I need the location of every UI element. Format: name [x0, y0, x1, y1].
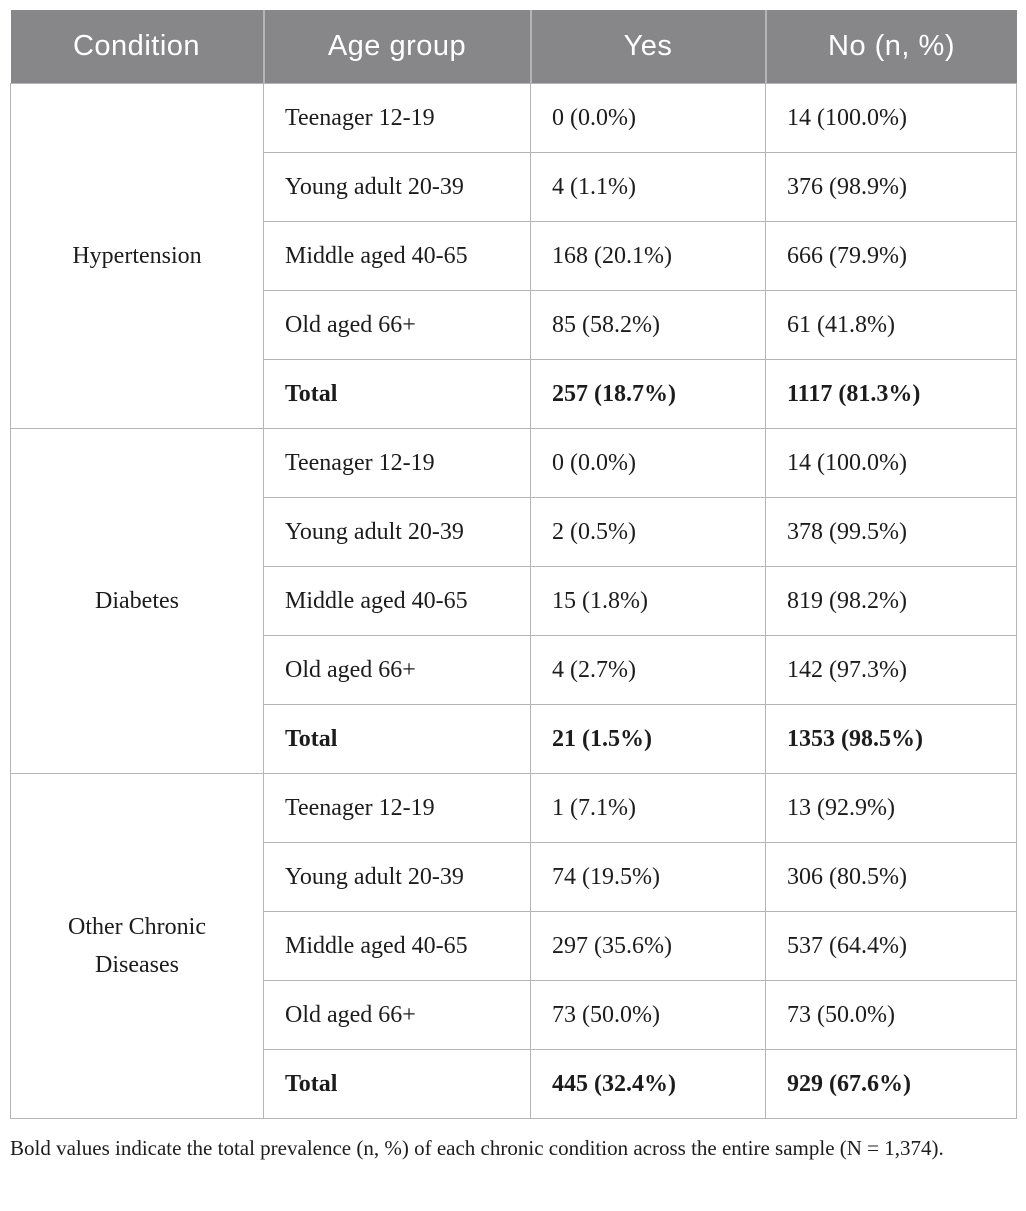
total-row: Total 21 (1.5%) 1353 (98.5%) [11, 704, 1017, 774]
condition-cell-other-chronic: Other Chronic Diseases [10, 773, 264, 1119]
yes-cell: 257 (18.7%) [530, 359, 766, 429]
age-group-cell: Old aged 66+ [263, 635, 531, 705]
age-group-cell: Old aged 66+ [263, 290, 531, 360]
age-group-cell: Teenager 12-19 [263, 428, 531, 498]
header-yes: Yes [529, 10, 766, 84]
no-cell: 14 (100.0%) [765, 83, 1017, 153]
yes-cell: 0 (0.0%) [530, 428, 766, 498]
table-row: Middle aged 40-65 168 (20.1%) 666 (79.9%… [11, 221, 1017, 291]
age-group-cell: Young adult 20-39 [263, 497, 531, 567]
age-group-cell: Total [263, 359, 531, 429]
no-cell: 929 (67.6%) [765, 1049, 1017, 1119]
yes-cell: 73 (50.0%) [530, 980, 766, 1050]
no-cell: 1117 (81.3%) [765, 359, 1017, 429]
table-row: Old aged 66+ 73 (50.0%) 73 (50.0%) [11, 980, 1017, 1050]
age-group-cell: Young adult 20-39 [263, 152, 531, 222]
age-group-cell: Young adult 20-39 [263, 842, 531, 912]
no-cell: 666 (79.9%) [765, 221, 1017, 291]
yes-cell: 85 (58.2%) [530, 290, 766, 360]
table-row: Middle aged 40-65 15 (1.8%) 819 (98.2%) [11, 566, 1017, 636]
table-row: Hypertension Teenager 12-19 0 (0.0%) 14 … [10, 83, 1017, 429]
total-row: Total 445 (32.4%) 929 (67.6%) [11, 1049, 1017, 1119]
yes-cell: 0 (0.0%) [530, 83, 766, 153]
table-row: Middle aged 40-65 297 (35.6%) 537 (64.4%… [11, 911, 1017, 981]
prevalence-table: Condition Age group Yes No (n, %) Hypert… [10, 10, 1017, 1119]
yes-cell: 2 (0.5%) [530, 497, 766, 567]
age-group-cell: Total [263, 704, 531, 774]
header-row: Condition Age group Yes No (n, %) [10, 10, 1017, 84]
age-group-cell: Teenager 12-19 [263, 773, 531, 843]
age-group-cell: Middle aged 40-65 [263, 566, 531, 636]
table-row: Young adult 20-39 74 (19.5%) 306 (80.5%) [11, 842, 1017, 912]
header-age-group: Age group [262, 10, 531, 84]
no-cell: 1353 (98.5%) [765, 704, 1017, 774]
header-no: No (n, %) [764, 10, 1017, 84]
age-group-cell: Middle aged 40-65 [263, 221, 531, 291]
no-cell: 142 (97.3%) [765, 635, 1017, 705]
yes-cell: 1 (7.1%) [530, 773, 766, 843]
yes-cell: 74 (19.5%) [530, 842, 766, 912]
no-cell: 61 (41.8%) [765, 290, 1017, 360]
yes-cell: 168 (20.1%) [530, 221, 766, 291]
yes-cell: 4 (1.1%) [530, 152, 766, 222]
table-row: Old aged 66+ 85 (58.2%) 61 (41.8%) [11, 290, 1017, 360]
age-group-cell: Old aged 66+ [263, 980, 531, 1050]
header-condition: Condition [10, 10, 264, 84]
no-cell: 537 (64.4%) [765, 911, 1017, 981]
age-group-cell: Teenager 12-19 [263, 83, 531, 153]
age-group-cell: Total [263, 1049, 531, 1119]
table-footnote: Bold values indicate the total prevalenc… [10, 1136, 944, 1160]
yes-cell: 445 (32.4%) [530, 1049, 766, 1119]
condition-cell-hypertension: Hypertension [10, 83, 264, 429]
no-cell: 13 (92.9%) [765, 773, 1017, 843]
no-cell: 378 (99.5%) [765, 497, 1017, 567]
no-cell: 376 (98.9%) [765, 152, 1017, 222]
total-row: Total 257 (18.7%) 1117 (81.3%) [11, 359, 1017, 429]
no-cell: 306 (80.5%) [765, 842, 1017, 912]
table-row: Young adult 20-39 4 (1.1%) 376 (98.9%) [11, 152, 1017, 222]
table-row: Old aged 66+ 4 (2.7%) 142 (97.3%) [11, 635, 1017, 705]
age-group-cell: Middle aged 40-65 [263, 911, 531, 981]
condition-cell-diabetes: Diabetes [10, 428, 264, 774]
no-cell: 819 (98.2%) [765, 566, 1017, 636]
no-cell: 14 (100.0%) [765, 428, 1017, 498]
no-cell: 73 (50.0%) [765, 980, 1017, 1050]
yes-cell: 297 (35.6%) [530, 911, 766, 981]
table-row: Other Chronic Diseases Teenager 12-19 1 … [10, 773, 1017, 1119]
yes-cell: 15 (1.8%) [530, 566, 766, 636]
yes-cell: 4 (2.7%) [530, 635, 766, 705]
yes-cell: 21 (1.5%) [530, 704, 766, 774]
table-row: Diabetes Teenager 12-19 0 (0.0%) 14 (100… [10, 428, 1017, 774]
